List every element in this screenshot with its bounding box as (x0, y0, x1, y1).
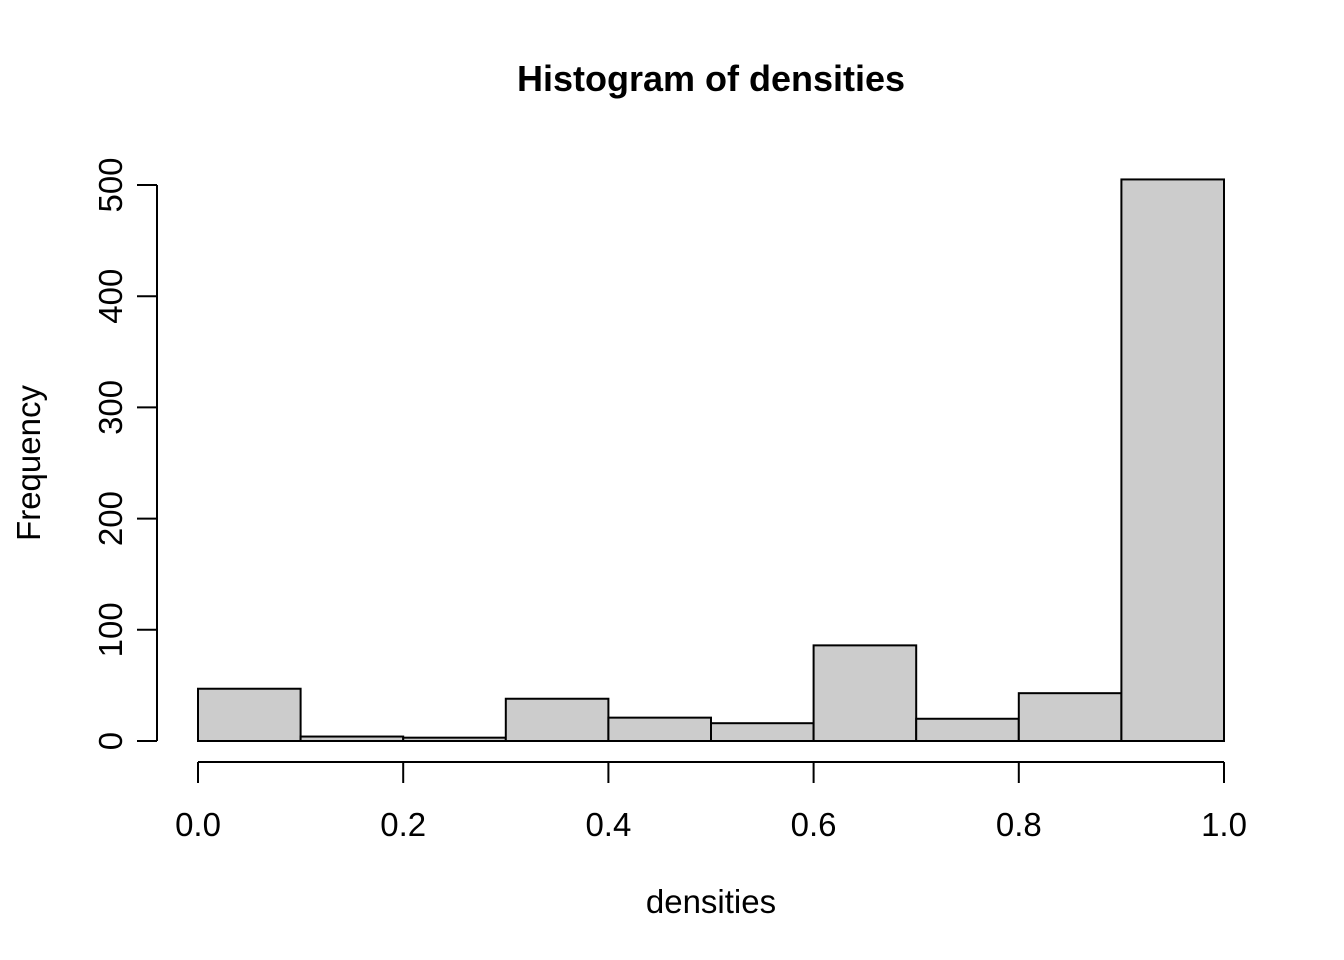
histogram-bar (402, 736, 507, 743)
x-tick-label: 1.0 (1201, 806, 1247, 843)
y-tick-label: 300 (92, 380, 129, 435)
histogram-bar (915, 717, 1020, 743)
y-tick-label: 400 (92, 269, 129, 324)
y-tick-label: 100 (92, 602, 129, 657)
histogram-bar (197, 687, 302, 743)
y-tick-label: 0 (92, 732, 129, 750)
histogram-bar (1017, 692, 1123, 743)
x-tick-label: 0.6 (791, 806, 837, 843)
x-tick-label: 0.8 (996, 806, 1042, 843)
histogram-bar (504, 697, 610, 743)
x-tick-label: 0.2 (380, 806, 426, 843)
bars-group (197, 178, 1226, 743)
histogram-bar (299, 735, 405, 743)
x-tick-label: 0.4 (585, 806, 631, 843)
y-axis-label: Frequency (10, 385, 47, 541)
x-tick-label: 0.0 (175, 806, 221, 843)
x-axis-label: densities (646, 883, 776, 920)
histogram-bar (710, 722, 815, 743)
y-tick-label: 200 (92, 491, 129, 546)
x-axis: 0.0 0.2 0.4 0.6 0.8 1.0 (175, 761, 1247, 843)
chart-title: Histogram of densities (517, 58, 905, 99)
y-axis: 0 100 200 300 400 500 (92, 157, 158, 750)
y-tick-label: 500 (92, 157, 129, 212)
histogram-bar (812, 644, 918, 742)
histogram-bar (607, 716, 713, 743)
histogram-bar (1120, 178, 1226, 742)
